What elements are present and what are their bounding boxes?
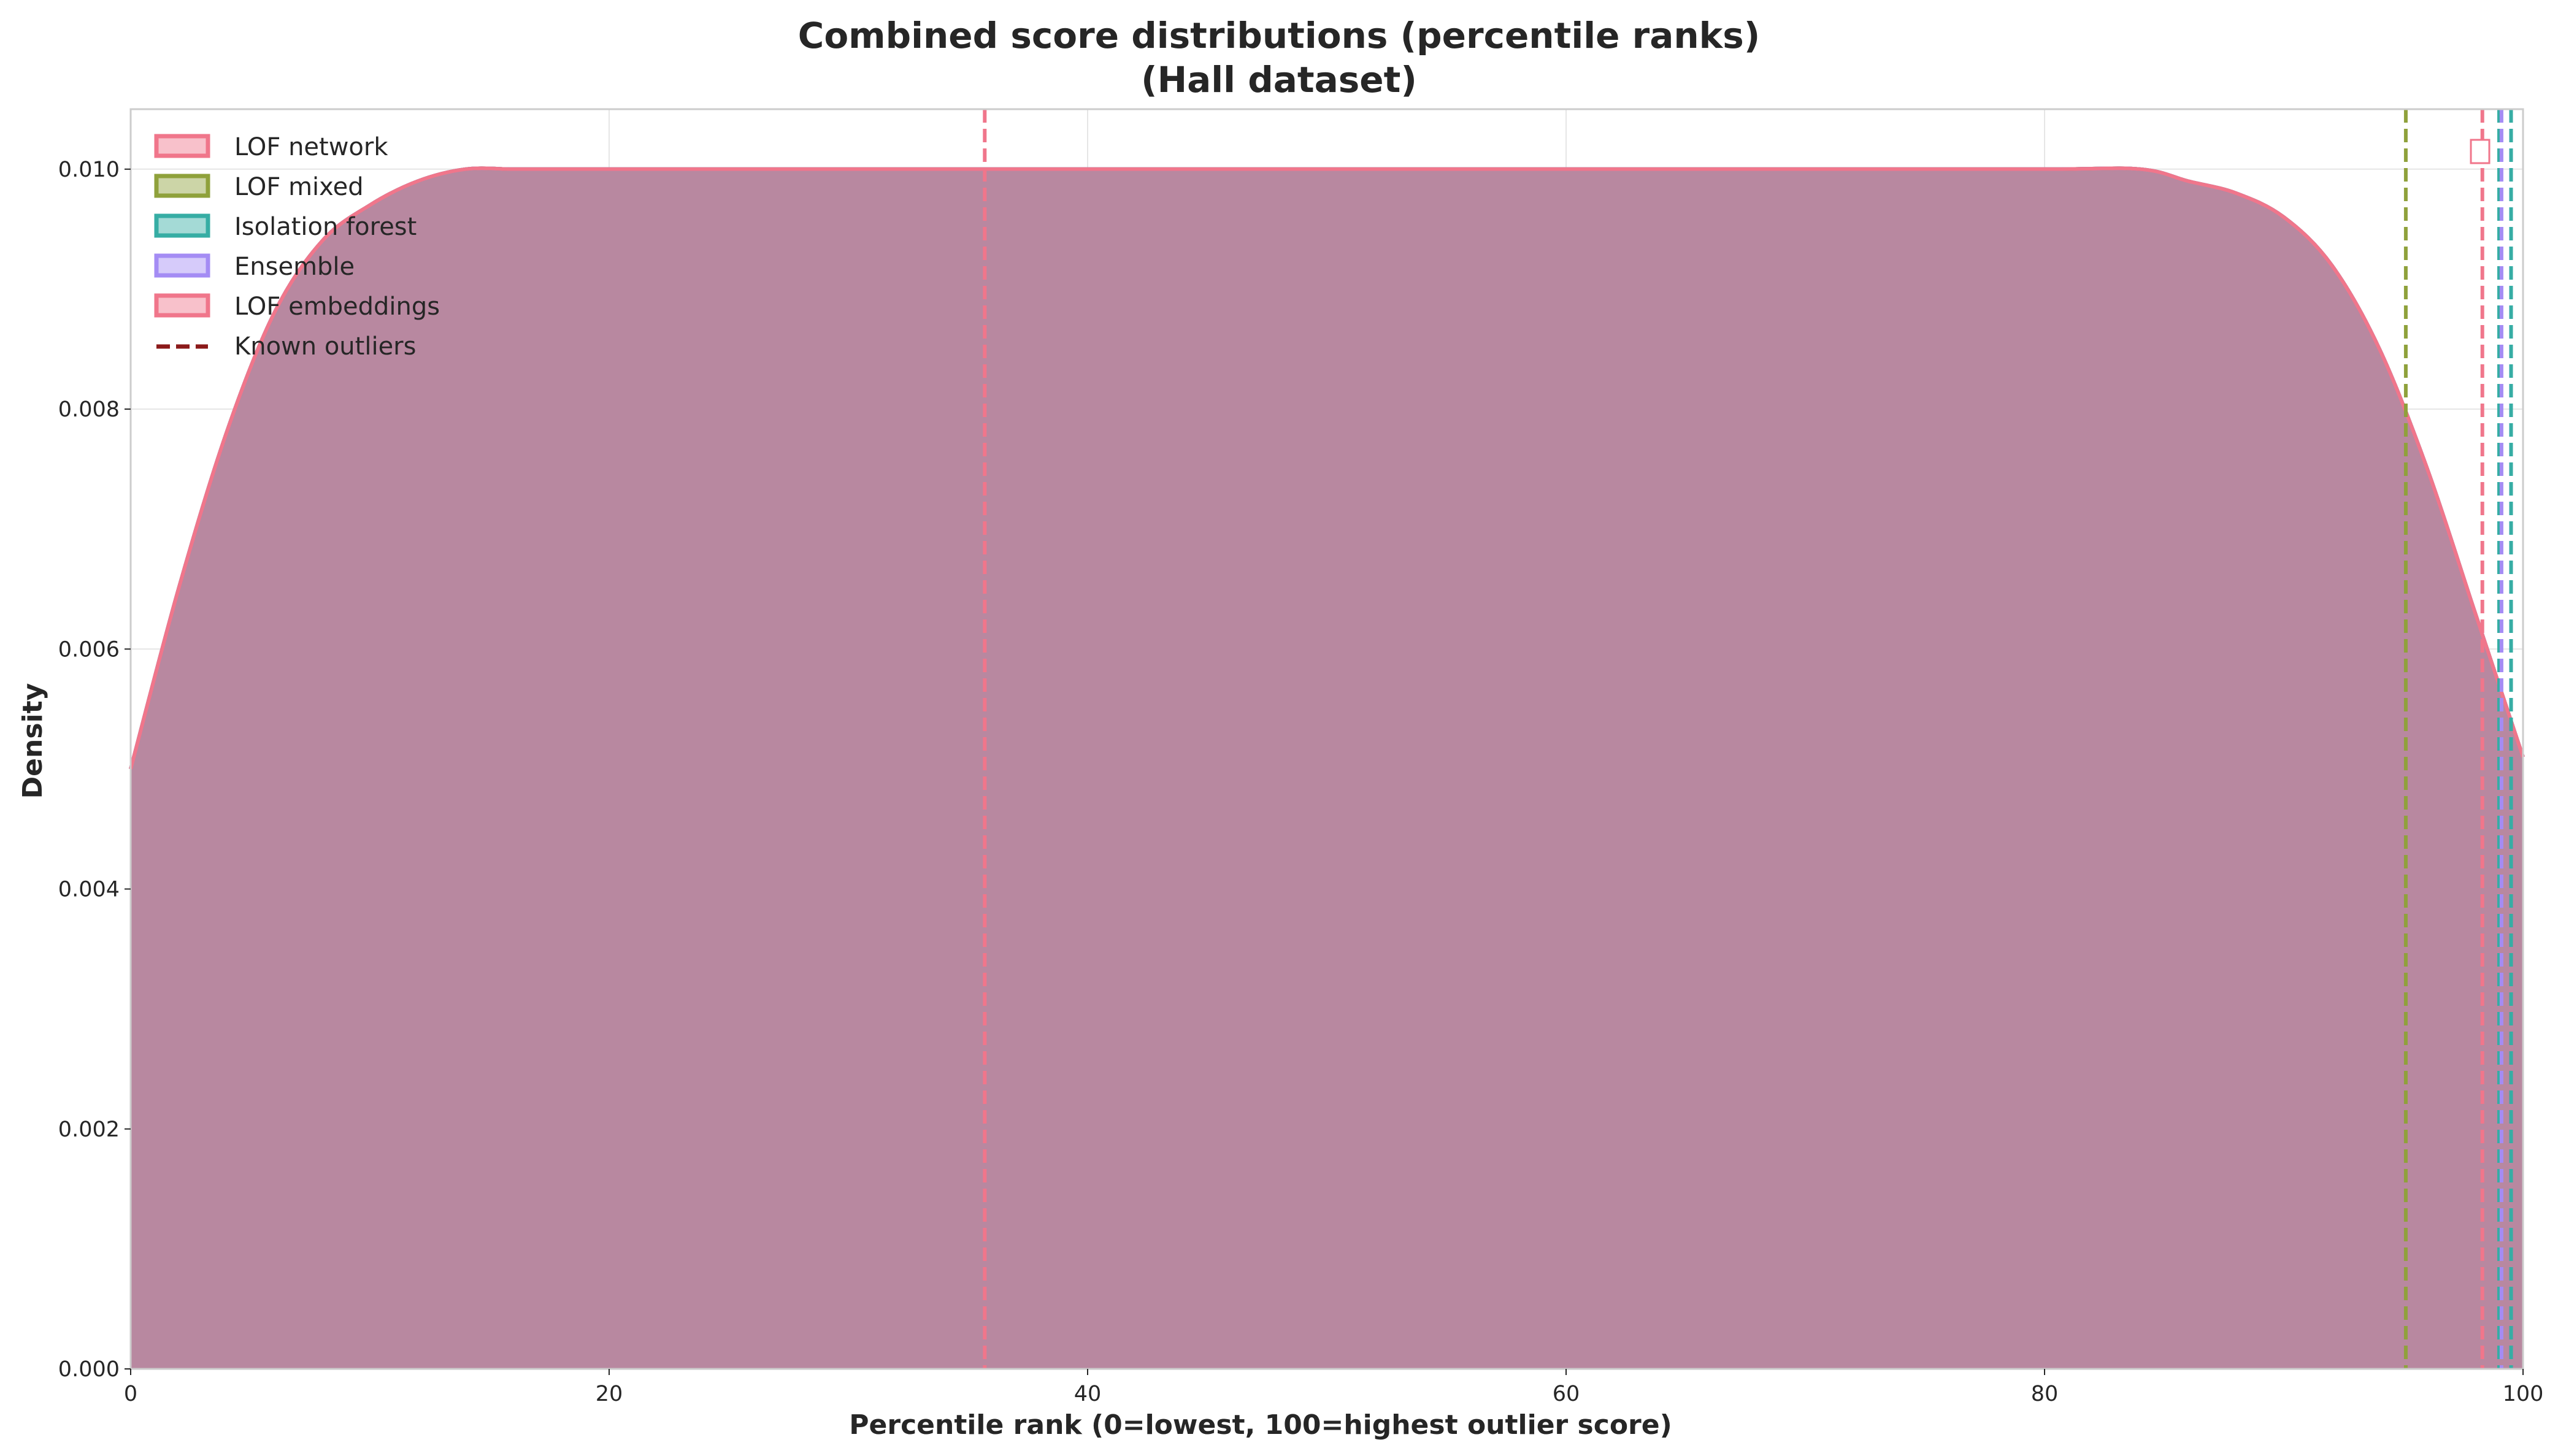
x-axis-label: Percentile rank (0=lowest, 100=highest o… [849, 1409, 1672, 1441]
legend-label-3: Ensemble [234, 253, 355, 281]
x-tick-label: 0 [124, 1382, 137, 1406]
legend-swatch-4 [154, 293, 210, 318]
density-areas [129, 166, 2525, 1369]
legend-label-known-outliers: Known outliers [234, 332, 416, 361]
y-tick-label: 0.010 [58, 158, 120, 182]
series-line-4 [129, 166, 2525, 770]
legend-label-2: Isolation forest [234, 213, 417, 241]
series-area-3 [131, 168, 2523, 1369]
x-tick-label: 40 [1074, 1382, 1102, 1406]
y-tick-label: 0.008 [58, 397, 120, 422]
legend-swatch-1 [154, 174, 210, 198]
series-area-0 [131, 168, 2523, 1369]
overlap-fill [131, 168, 2523, 1369]
legend-swatch-0 [154, 134, 210, 158]
chart-title-line1: Combined score distributions (percentile… [798, 15, 1761, 56]
series-area-4 [131, 168, 2523, 1369]
series-area-2 [131, 168, 2523, 1369]
chart-title-line2: (Hall dataset) [1141, 59, 1417, 101]
x-tick-label: 80 [2031, 1382, 2059, 1406]
legend-label-0: LOF network [234, 133, 388, 161]
plot-frame [129, 108, 2524, 1370]
y-tick-label: 0.006 [58, 637, 120, 662]
series-area-1 [131, 168, 2523, 1369]
legend-swatch-3 [154, 253, 210, 278]
x-tick-label: 20 [596, 1382, 623, 1406]
known-outlier-lines [983, 109, 2513, 1369]
y-tick-label: 0.002 [58, 1117, 120, 1142]
legend: LOF network LOF mixed Isolation forest Ense… [154, 133, 440, 361]
y-axis-label: Density [17, 683, 48, 799]
x-tick-label: 60 [1553, 1382, 1580, 1406]
legend-marker-icon [2470, 139, 2491, 164]
y-tick-label: 0.004 [58, 878, 120, 902]
y-tick-label: 0.000 [58, 1357, 120, 1382]
legend-swatch-2 [154, 213, 210, 238]
legend-label-4: LOF embeddings [234, 293, 440, 321]
x-tick-label: 100 [2503, 1382, 2544, 1406]
legend-label-1: LOF mixed [234, 173, 364, 201]
ticks: 0 20 40 60 80 100 0.000 0.002 0.004 0.006 0.008 0.0… [58, 158, 2544, 1406]
